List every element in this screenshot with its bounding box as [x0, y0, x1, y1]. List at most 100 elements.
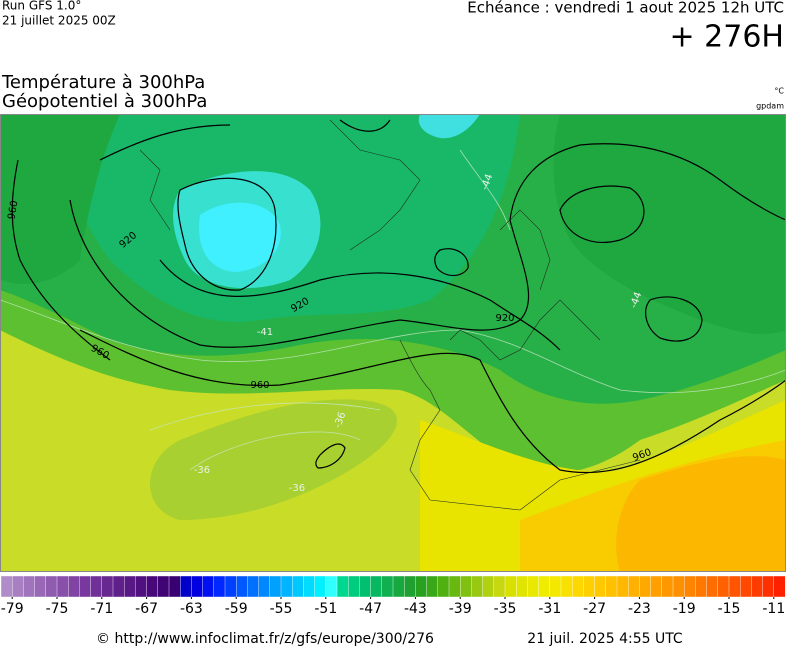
generated-time: 21 juil. 2025 4:55 UTC — [527, 631, 683, 647]
colorbar-tick-label: -43 — [404, 601, 427, 617]
temperature-label: -44 — [629, 291, 645, 310]
colorbar-swatch — [605, 575, 618, 598]
run-label: Run GFS 1.0° — [2, 0, 81, 13]
colorbar-swatch — [280, 575, 293, 598]
geopotential-label: 920 — [495, 313, 514, 324]
colorbar-swatch — [67, 575, 80, 598]
colorbar-swatch — [404, 575, 416, 598]
colorbar-tick-label: -75 — [46, 601, 69, 617]
colorbar-swatch — [90, 575, 103, 598]
unit-temperature: °C — [774, 87, 784, 96]
colorbar-tick-label: -35 — [494, 601, 517, 617]
temperature-label: -36 — [333, 411, 349, 430]
temperature-label: -44 — [480, 173, 496, 192]
colorbar-swatch — [773, 575, 786, 598]
colorbar-swatch — [549, 575, 562, 598]
geopotential-label: 960 — [6, 200, 20, 221]
colorbar-swatch — [23, 575, 36, 598]
temperature-label: -36 — [194, 465, 210, 476]
colorbar-swatch — [179, 575, 192, 598]
colorbar-tick-label: -51 — [314, 601, 337, 617]
colorbar-swatch — [370, 575, 383, 598]
colorbar-tick-label: -23 — [628, 601, 651, 617]
colorbar-swatch — [157, 575, 170, 598]
colorbar-swatch — [314, 575, 327, 598]
colorbar-tick-label: -59 — [225, 601, 248, 617]
colorbar-swatch — [527, 575, 540, 598]
colorbar-swatch — [34, 575, 47, 598]
colorbar-swatch — [303, 575, 316, 598]
colorbar-swatch — [706, 575, 719, 598]
colorbar-swatch — [661, 575, 674, 598]
colorbar-swatch — [224, 575, 237, 598]
colorbar-swatch — [516, 575, 528, 598]
colorbar-swatch — [616, 575, 629, 598]
colorbar-swatch — [639, 575, 652, 598]
colorbar-swatch — [269, 575, 282, 598]
run-date: 21 juillet 2025 00Z — [2, 14, 116, 28]
colorbar-swatch — [728, 575, 741, 598]
colorbar-swatch — [460, 575, 472, 598]
title-geopotential: Géopotentiel à 300hPa — [2, 91, 207, 112]
colorbar-swatch — [426, 575, 439, 598]
colorbar-swatch — [762, 575, 775, 598]
colorbar-swatch — [123, 575, 136, 598]
colorbar-swatch — [213, 575, 226, 598]
colorbar-swatch — [751, 575, 764, 598]
colorbar-tick-label: -15 — [718, 601, 741, 617]
colorbar-tick-label: -47 — [359, 601, 382, 617]
colorbar-swatch — [325, 575, 338, 598]
colorbar: -79 -75 -71 -67 -63 -59 -55 -51 -47 -43 -39 -35 -31 -… — [0, 575, 786, 617]
colorbar-swatch — [112, 575, 125, 598]
colorbar-swatch — [695, 575, 708, 598]
colorbar-swatch — [504, 575, 517, 598]
colorbar-swatch — [628, 575, 640, 598]
lead-time: + 276H — [670, 20, 785, 55]
map: 960 920 920 920 960 960 960 -44 -44 -41 … — [0, 114, 786, 572]
colorbar-tick-label: -79 — [1, 601, 24, 617]
colorbar-swatch — [583, 575, 596, 598]
title-temperature: Température à 300hPa — [1, 72, 205, 93]
colorbar-tick-label: -31 — [538, 601, 561, 617]
colorbar-swatch — [45, 575, 58, 598]
colorbar-swatch — [538, 575, 551, 598]
temperature-label: -36 — [289, 483, 305, 494]
colorbar-swatch — [247, 575, 260, 598]
colorbar-swatch — [359, 575, 372, 598]
colorbar-swatch — [437, 575, 450, 598]
colorbar-tick-label: -63 — [180, 601, 203, 617]
valid-time: Echéance : vendredi 1 aout 2025 12h UTC — [467, 0, 784, 17]
colorbar-swatch — [292, 575, 304, 598]
colorbar-swatch — [191, 575, 204, 598]
colorbar-tick-label: -27 — [583, 601, 606, 617]
colorbar-tick-label: -55 — [270, 601, 293, 617]
colorbar-swatch — [448, 575, 461, 598]
colorbar-swatch — [672, 575, 685, 598]
colorbar-swatch — [471, 575, 484, 598]
geopotential-label: 960 — [250, 380, 269, 391]
colorbar-tick-label: -19 — [673, 601, 696, 617]
colorbar-swatch — [0, 575, 13, 598]
colorbar-tick-label: -67 — [135, 601, 158, 617]
colorbar-swatch — [684, 575, 696, 598]
colorbar-tick-label: -71 — [90, 601, 113, 617]
colorbar-swatch — [392, 575, 405, 598]
colorbar-swatch — [572, 575, 584, 598]
unit-geopotential: gpdam — [756, 102, 784, 111]
colorbar-swatch — [101, 575, 114, 598]
colorbar-swatch — [482, 575, 495, 598]
colorbar-swatch — [135, 575, 148, 598]
colorbar-swatch — [146, 575, 159, 598]
temperature-label: -41 — [257, 327, 273, 338]
colorbar-swatch — [336, 575, 349, 598]
colorbar-swatch — [258, 575, 271, 598]
colorbar-swatch — [56, 575, 69, 598]
colorbar-swatch — [348, 575, 360, 598]
colorbar-swatch — [202, 575, 215, 598]
colorbar-swatch — [740, 575, 752, 598]
colorbar-swatch — [168, 575, 181, 598]
colorbar-swatch — [650, 575, 663, 598]
source-url: © http://www.infoclimat.fr/z/gfs/europe/… — [96, 631, 434, 647]
colorbar-swatch — [11, 575, 24, 598]
